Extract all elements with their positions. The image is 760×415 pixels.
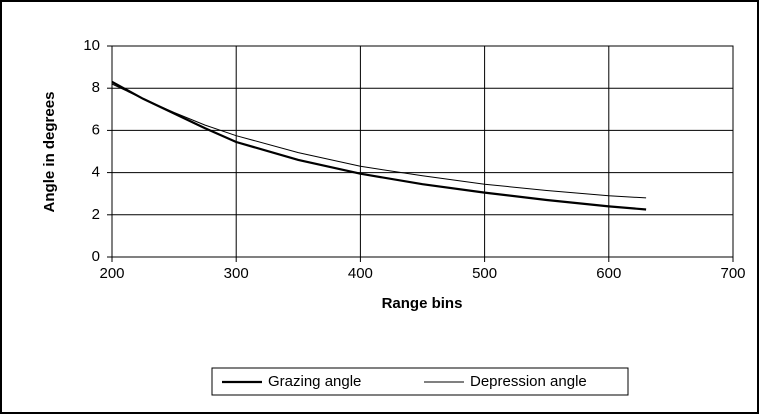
x-tick-label: 500 <box>472 265 497 282</box>
y-tick-label: 0 <box>92 248 100 265</box>
x-axis-label: Range bins <box>382 295 463 312</box>
x-tick-label: 400 <box>348 265 373 282</box>
legend-label: Grazing angle <box>268 373 361 390</box>
x-tick-label: 200 <box>99 265 124 282</box>
x-tick-label: 600 <box>596 265 621 282</box>
legend-label: Depression angle <box>470 373 587 390</box>
y-tick-label: 4 <box>92 164 100 181</box>
series-line <box>111 83 647 199</box>
plot-area <box>111 45 734 258</box>
legend-box <box>211 367 629 396</box>
series-line <box>111 80 647 211</box>
y-tick-label: 6 <box>92 121 100 138</box>
x-tick-label: 300 <box>224 265 249 282</box>
y-tick-label: 8 <box>92 79 100 96</box>
y-tick-label: 10 <box>83 37 100 54</box>
x-tick-label: 700 <box>720 265 745 282</box>
y-axis-label: Angle in degrees <box>41 92 58 213</box>
y-tick-label: 2 <box>92 206 100 223</box>
